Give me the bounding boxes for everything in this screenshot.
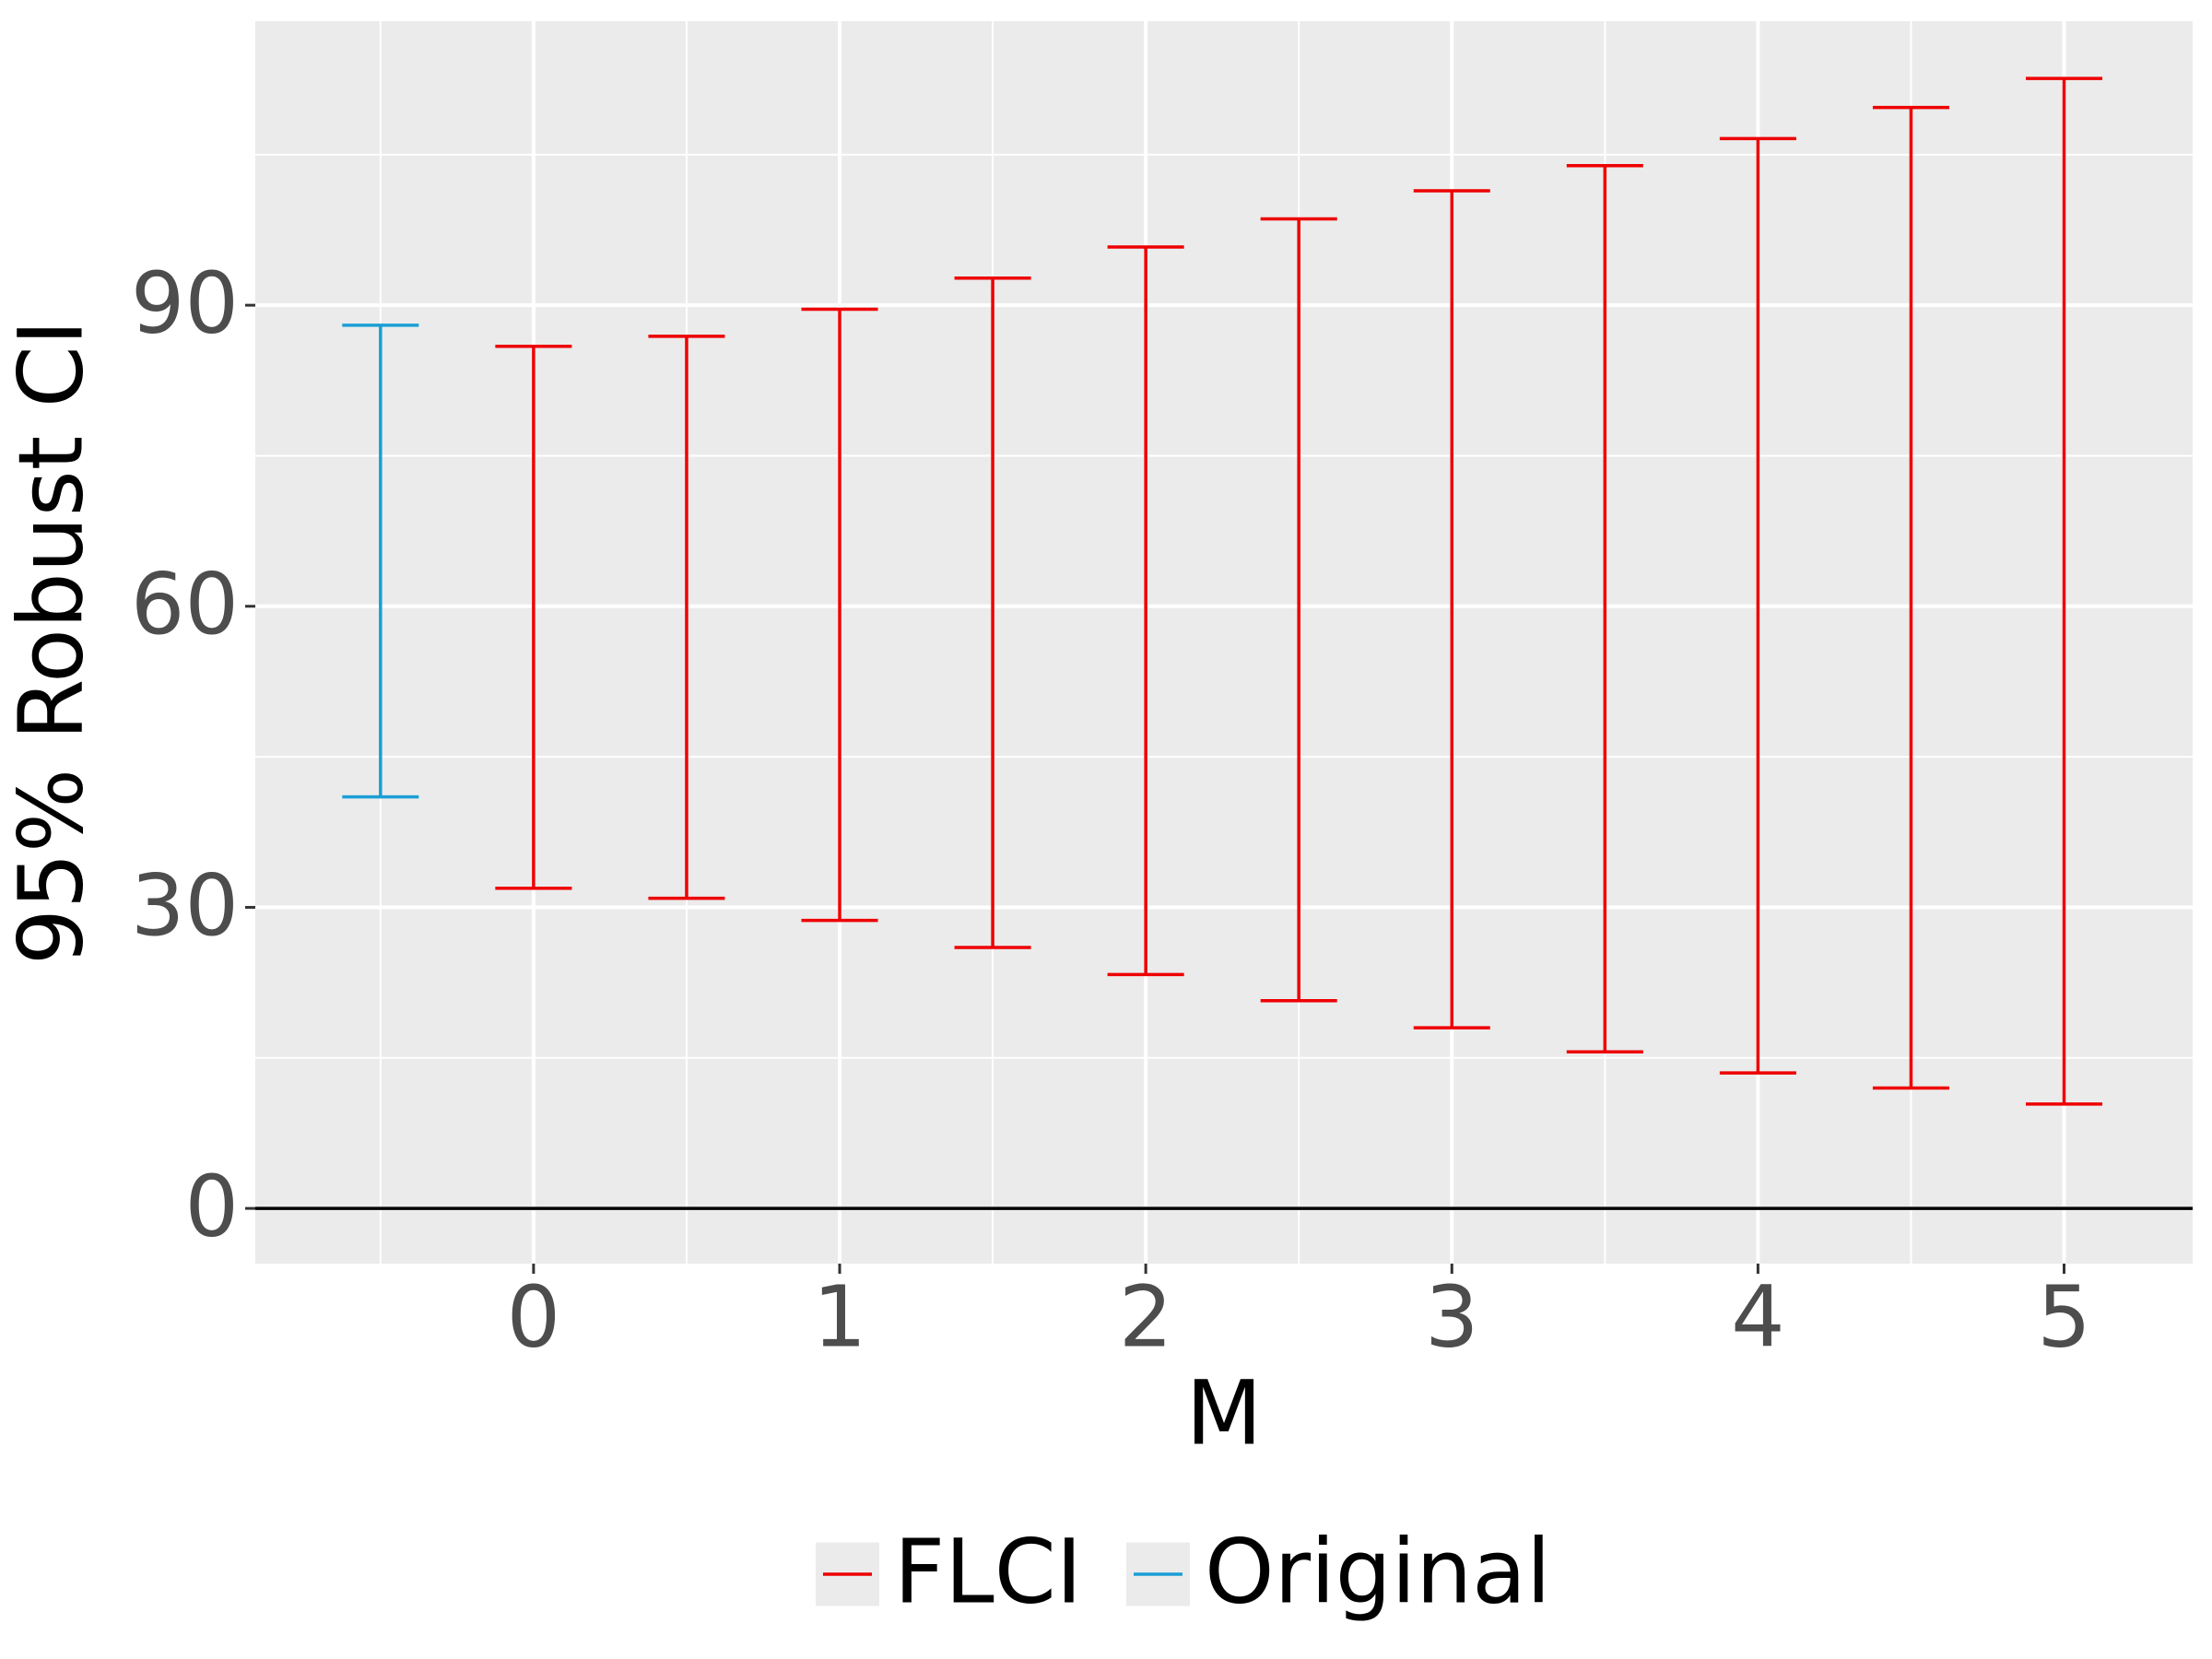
x-tick-label: 1 [813, 1267, 867, 1366]
y-tick-label: 90 [131, 254, 239, 353]
x-tick-label: 2 [1119, 1267, 1173, 1366]
x-tick-label: 5 [2037, 1267, 2091, 1366]
panel-background [255, 21, 2193, 1264]
marks [255, 76, 2193, 1210]
x-tick-label: 3 [1425, 1267, 1479, 1366]
legend-label: FLCI [894, 1520, 1082, 1623]
legend: FLCI Original [816, 1520, 1551, 1623]
y-tick-label: 0 [184, 1157, 239, 1255]
y-tick-label: 30 [131, 856, 239, 955]
x-tick-label: 4 [1731, 1267, 1785, 1366]
x-tick-label: 0 [507, 1267, 561, 1366]
y-axis-title: 95% Robust CI [0, 320, 102, 965]
legend-label: Original [1205, 1520, 1551, 1623]
axes: 0 30 60 90 0 1 2 3 4 5 [131, 254, 2091, 1367]
x-axis-title: M [1186, 1361, 1263, 1465]
y-tick-label: 60 [131, 555, 239, 653]
